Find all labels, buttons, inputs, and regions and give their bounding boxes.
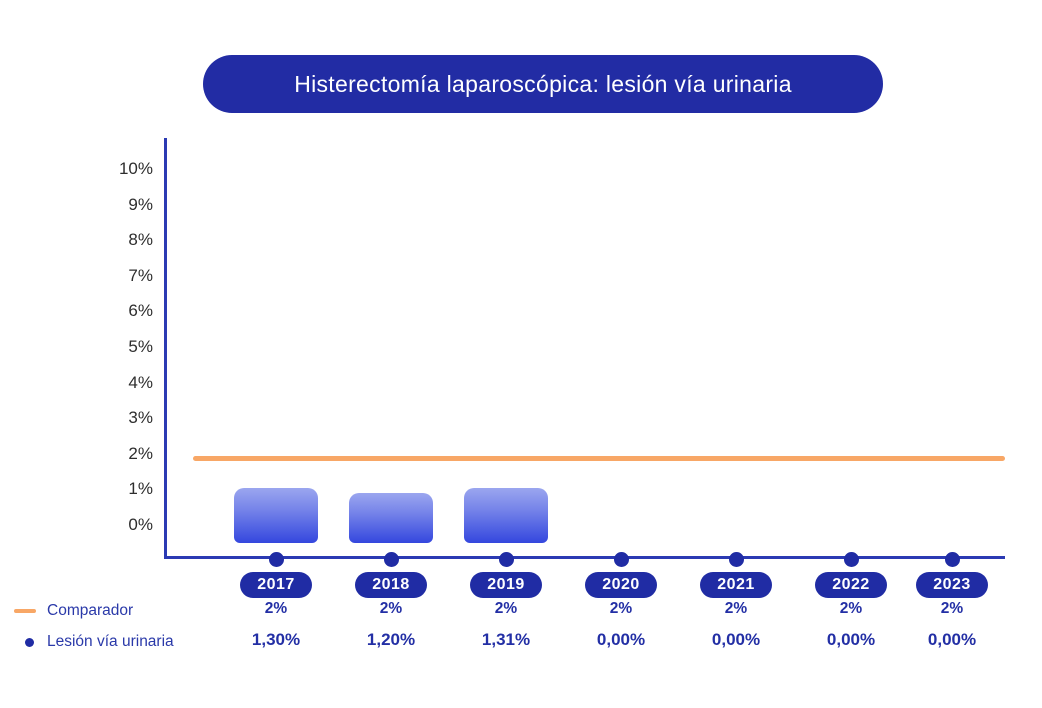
y-tick-label: 9% xyxy=(128,194,153,214)
y-axis-line xyxy=(164,138,167,559)
chart-title-banner: Histerectomía laparoscópica: lesión vía … xyxy=(203,55,883,113)
year-pill-2017: 2017 xyxy=(240,572,312,598)
series-dot-icon xyxy=(25,637,34,647)
series-value-2018: 1,20% xyxy=(366,630,416,649)
series-value-2022: 0,00% xyxy=(826,630,876,649)
y-tick-label: 5% xyxy=(128,337,153,356)
comparator-value-2022: 2% xyxy=(839,600,863,617)
comparator-line xyxy=(193,456,1005,461)
axis-dot-2023 xyxy=(944,552,960,567)
bar-2017 xyxy=(234,488,318,543)
year-pill-2023: 2023 xyxy=(916,572,988,598)
y-tick-label: 6% xyxy=(128,301,153,321)
comparator-line-icon xyxy=(14,608,36,614)
axis-dot-2017 xyxy=(268,552,284,567)
legend-row-series: Lesión vía urinaria xyxy=(14,631,244,653)
y-tick-label: 1% xyxy=(128,479,153,499)
comparator-value-2023: 2% xyxy=(940,600,964,617)
axis-dot-2020 xyxy=(613,552,629,567)
x-axis-line xyxy=(164,556,1005,559)
year-pill-2018: 2018 xyxy=(355,572,427,598)
y-tick-label: 4% xyxy=(128,372,153,392)
year-pill-2022: 2022 xyxy=(815,572,887,598)
legend-series-label: Lesión vía urinaria xyxy=(47,633,174,650)
comparator-value-2018: 2% xyxy=(379,600,403,617)
y-tick-label: 2% xyxy=(128,443,153,463)
axis-dot-2019 xyxy=(498,552,514,567)
axis-dot-2018 xyxy=(383,552,399,567)
comparator-value-2019: 2% xyxy=(494,600,518,617)
series-value-2017: 1,30% xyxy=(251,630,301,649)
legend-comparator-label: Comparador xyxy=(47,602,134,619)
year-pill-2020: 2020 xyxy=(585,572,657,598)
y-tick-label: 8% xyxy=(128,230,153,250)
series-value-2020: 0,00% xyxy=(596,630,646,649)
axis-dot-2022 xyxy=(843,552,859,567)
series-value-2021: 0,00% xyxy=(711,630,761,649)
y-tick-label: 7% xyxy=(128,265,153,285)
legend: Comparador Lesión vía urinaria xyxy=(14,600,244,662)
legend-row-comparator: Comparador xyxy=(14,600,244,622)
year-pill-2019: 2019 xyxy=(470,572,542,598)
series-value-2019: 1,31% xyxy=(481,630,531,649)
chart-title: Histerectomía laparoscópica: lesión vía … xyxy=(294,70,792,97)
bar-2018 xyxy=(349,493,433,543)
comparator-value-2020: 2% xyxy=(609,600,633,617)
comparator-value-2021: 2% xyxy=(724,600,748,617)
bar-2019 xyxy=(464,488,548,543)
y-tick-label: 3% xyxy=(128,408,153,428)
y-tick-label: 10% xyxy=(118,159,153,178)
series-value-2023: 0,00% xyxy=(927,630,977,649)
y-tick-label: 0% xyxy=(128,515,153,534)
axis-dot-2021 xyxy=(728,552,744,567)
year-pill-2021: 2021 xyxy=(700,572,772,598)
comparator-value-2017: 2% xyxy=(264,600,288,617)
